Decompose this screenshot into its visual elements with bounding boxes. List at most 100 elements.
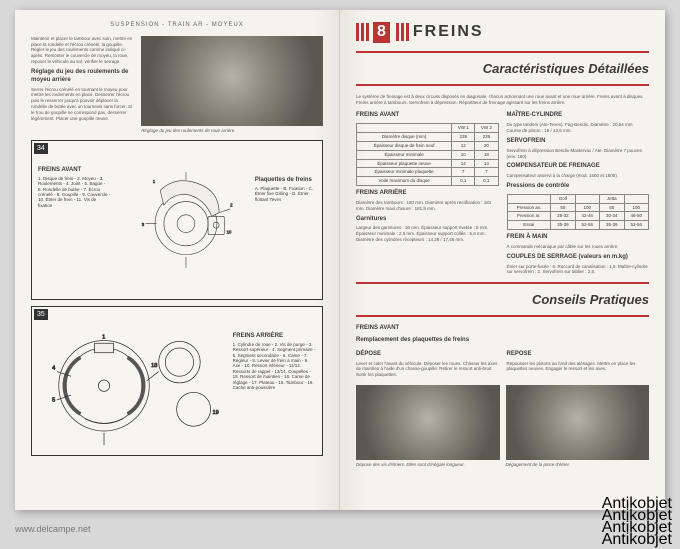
table-cell: Épaisseur disque de frein neuf xyxy=(357,141,452,150)
servo-title: SERVOFREIN xyxy=(507,138,650,146)
specs-col-left: FREINS AVANT VW 1VW 2 Diamètre disque (mm… xyxy=(356,108,499,278)
intro-text: Maintenir et placer le tambour avec soin… xyxy=(31,36,133,65)
table-cell: Épaisseur plaquette neuve xyxy=(357,159,452,168)
cp-depose-text: Lever et caler l'avant du véhicule. Dépo… xyxy=(356,361,499,379)
book-spread: SUSPENSION - TRAIN AR - MOYEUX Maintenir… xyxy=(15,10,665,510)
table-cell: 28-32 xyxy=(551,212,575,221)
svg-text:1: 1 xyxy=(153,179,156,184)
cp-repose-col: REPOSE Repousser les pistons au fond des… xyxy=(507,347,650,381)
chapter-badge: 8 FREINS xyxy=(356,22,649,43)
diagram-34-legend-text: 1. Disque de frein - 2. Moyeu - 3. Roule… xyxy=(38,176,110,208)
svg-text:5: 5 xyxy=(52,397,55,403)
photo-2-caption: Dégagement de la pince d'étrier. xyxy=(506,462,650,468)
table-cell xyxy=(624,194,648,203)
diagram-35-legend-text: 1. Cylindre de roue - 2. Vis de purge - … xyxy=(233,342,316,391)
intro-text: Le système de freinage est à deux circui… xyxy=(356,94,649,106)
svg-text:4: 4 xyxy=(52,365,55,371)
diagram-35-title: FREINS ARRIÈRE xyxy=(233,333,316,340)
table-cell: 20 xyxy=(475,141,498,150)
table-cell xyxy=(507,194,551,203)
rear-brake-diagram: 4 5 1 18 19 xyxy=(38,313,227,449)
frein-main-title: FREIN À MAIN xyxy=(507,234,650,242)
freins-arriere-title: FREINS ARRIÈRE xyxy=(356,190,499,198)
table-cell: 100 xyxy=(575,203,599,212)
svg-text:10: 10 xyxy=(227,229,232,234)
front-brake-table: VW 1VW 2Diamètre disque (mm)239239Épaiss… xyxy=(356,123,499,186)
garnitures-text: Largeur des garnitures : 30 mm. Épaisseu… xyxy=(356,225,499,243)
garnitures-title: Garnitures xyxy=(356,216,499,224)
cp-sub: Remplacement des plaquettes de freins xyxy=(356,337,649,345)
table-cell: 0,1 xyxy=(452,177,475,186)
section-heading-1: Caractéristiques Détaillées xyxy=(356,61,649,78)
front-brake-diagram: 1 2 3 10 xyxy=(116,147,249,293)
rule xyxy=(356,282,649,284)
freins-arriere-text: Diamètre des tambours : 180 mm. Diamètre… xyxy=(356,200,499,212)
compensateur-text: Compensateur asservi à la charge (mod. 1… xyxy=(507,173,650,179)
badge-stripes xyxy=(356,23,369,41)
cp-depose-col: DÉPOSE Lever et caler l'avant du véhicul… xyxy=(356,347,499,381)
table-cell xyxy=(575,194,599,203)
right-page: 8 FREINS Caractéristiques Détaillées Le … xyxy=(340,10,665,510)
table-cell: 52-56 xyxy=(575,221,599,230)
left-top-area: Maintenir et placer le tambour avec soin… xyxy=(31,36,323,134)
rule xyxy=(356,84,649,86)
watermark-left: www.delcampe.net xyxy=(15,524,91,534)
cp-title: FREINS AVANT xyxy=(356,325,649,333)
cp-repose-label: REPOSE xyxy=(507,351,650,359)
photo-1-wrap: Dépose des vis d'étriers. Elles sont d'i… xyxy=(356,385,500,468)
table-cell: 10 xyxy=(452,150,475,159)
frein-main-text: À commande mécanique par câble sur les r… xyxy=(507,244,650,250)
svg-text:1: 1 xyxy=(102,334,105,340)
photo-1-caption: Dépose des vis d'étriers. Elles sont d'i… xyxy=(356,462,500,468)
left-page-header: SUSPENSION - TRAIN AR - MOYEUX xyxy=(31,22,323,30)
svg-text:3: 3 xyxy=(142,222,145,227)
diagram-35-legend: FREINS ARRIÈRE 1. Cylindre de roue - 2. … xyxy=(233,313,316,449)
table-cell: VW 2 xyxy=(475,124,498,133)
rule xyxy=(356,315,649,317)
caliper-screws-photo xyxy=(356,385,500,460)
diagram-34-side-legend: Plaquettes de freins A. Plaquette - B. F… xyxy=(255,147,316,293)
table-cell: 12 xyxy=(452,141,475,150)
table-cell: 7 xyxy=(475,168,498,177)
section-heading-2: Conseils Pratiques xyxy=(356,292,649,309)
table-cell: Diamètre disque (mm) xyxy=(357,133,452,142)
diagram-34-legend: FREINS AVANT 1. Disque de frein - 2. Moy… xyxy=(38,147,110,293)
svg-text:2: 2 xyxy=(230,202,233,207)
caliper-release-photo xyxy=(506,385,650,460)
table-cell: Épaisseur minimale xyxy=(357,150,452,159)
diagram-34: 34 FREINS AVANT 1. Disque de frein - 2. … xyxy=(31,140,323,300)
table-cell: 14 xyxy=(475,159,498,168)
table-cell: 30-34 xyxy=(600,212,624,221)
table-cell: VW 1 xyxy=(452,124,475,133)
table-cell xyxy=(357,124,452,133)
table-cell: 52-56 xyxy=(624,221,648,230)
specs-columns: FREINS AVANT VW 1VW 2 Diamètre disque (mm… xyxy=(356,108,649,278)
diagram-35: 35 xyxy=(31,306,323,456)
photo-2-wrap: Dégagement de la pince d'étrier. xyxy=(506,385,650,468)
diagram-34-title: FREINS AVANT xyxy=(38,167,110,174)
diagram-number: 35 xyxy=(34,309,48,320)
table-cell: Golf xyxy=(551,194,575,203)
servo-text: Servofrein à dépression Bendix-Mastervac… xyxy=(507,148,650,160)
maitre-cyl-text: Du type tandem (Ate-Teves). Fag-Bendix. … xyxy=(507,122,650,134)
table-cell: Pression ar. xyxy=(507,212,551,221)
table-cell: 35-39 xyxy=(551,221,575,230)
table-cell: 0,1 xyxy=(475,177,498,186)
table-cell: 50 xyxy=(551,203,575,212)
left-intro-block: Maintenir et placer le tambour avec soin… xyxy=(31,36,133,134)
table-cell: Pression av. xyxy=(507,203,551,212)
freins-avant-title: FREINS AVANT xyxy=(356,112,499,120)
pressure-table: GolfJettaPression av.5010050100Pression … xyxy=(507,194,650,230)
table-cell: Voile maximum du disque xyxy=(357,177,452,186)
badge-stripes xyxy=(396,23,409,41)
table-cell: 42-46 xyxy=(575,212,599,221)
sub-heading: Réglage du jeu des roulements de moyeu a… xyxy=(31,69,133,85)
table-cell: 7 xyxy=(452,168,475,177)
table-cell: 14 xyxy=(452,159,475,168)
cp-repose-text: Repousser les pistons au fond des alésag… xyxy=(507,361,650,373)
watermark-right: Antikobjet xyxy=(602,531,672,549)
table-cell: Essai xyxy=(507,221,551,230)
specs-col-right: MAÎTRE-CYLINDRE Du type tandem (Ate-Teve… xyxy=(507,108,650,278)
hub-adjustment-photo xyxy=(141,36,323,126)
chapter-number: 8 xyxy=(373,22,390,43)
